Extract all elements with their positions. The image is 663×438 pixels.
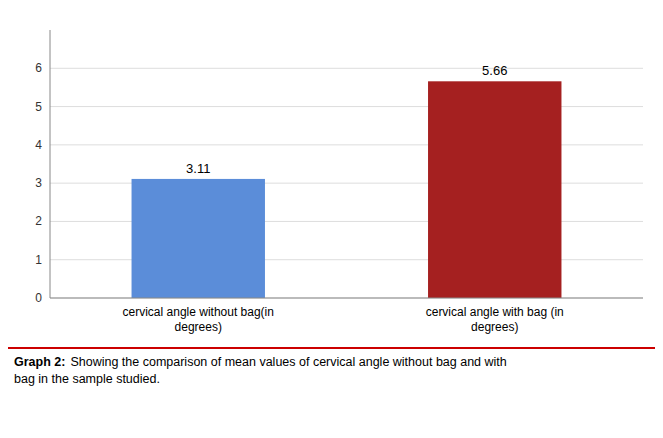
y-tick-label: 4 xyxy=(35,138,42,152)
bars xyxy=(132,81,562,298)
y-tick-label: 2 xyxy=(35,214,42,228)
grid-line xyxy=(50,298,643,299)
caption-rule xyxy=(8,347,655,349)
data-label: 5.66 xyxy=(482,63,507,78)
grid-line xyxy=(50,68,643,69)
x-tick-label: cervical angle with bag (indegrees) xyxy=(426,305,564,334)
y-tick-label: 5 xyxy=(35,100,42,114)
x-axis-line xyxy=(50,298,643,299)
subtitle: Showing the comparison of mean values of… xyxy=(14,355,507,386)
y-tick-label: 6 xyxy=(35,61,42,75)
chart-container: 0 1 2 3 4 5 6 3.11 5.66 cervical angle without ba… xyxy=(0,0,663,438)
y-tick-label: 3 xyxy=(35,176,42,190)
y-tick-label: 1 xyxy=(35,253,42,267)
data-label: 3.11 xyxy=(186,161,210,176)
x-tick-label: cervical angle without bag(indegrees) xyxy=(123,305,274,334)
bar xyxy=(428,81,561,298)
chart-svg: 0 1 2 3 4 5 6 3.11 5.66 cervical angle without ba… xyxy=(0,0,663,438)
bar xyxy=(132,179,265,298)
y-axis-line xyxy=(50,30,51,298)
title: Graph 2: xyxy=(14,355,65,369)
grid xyxy=(50,68,643,298)
y-tick-label: 0 xyxy=(35,291,42,305)
